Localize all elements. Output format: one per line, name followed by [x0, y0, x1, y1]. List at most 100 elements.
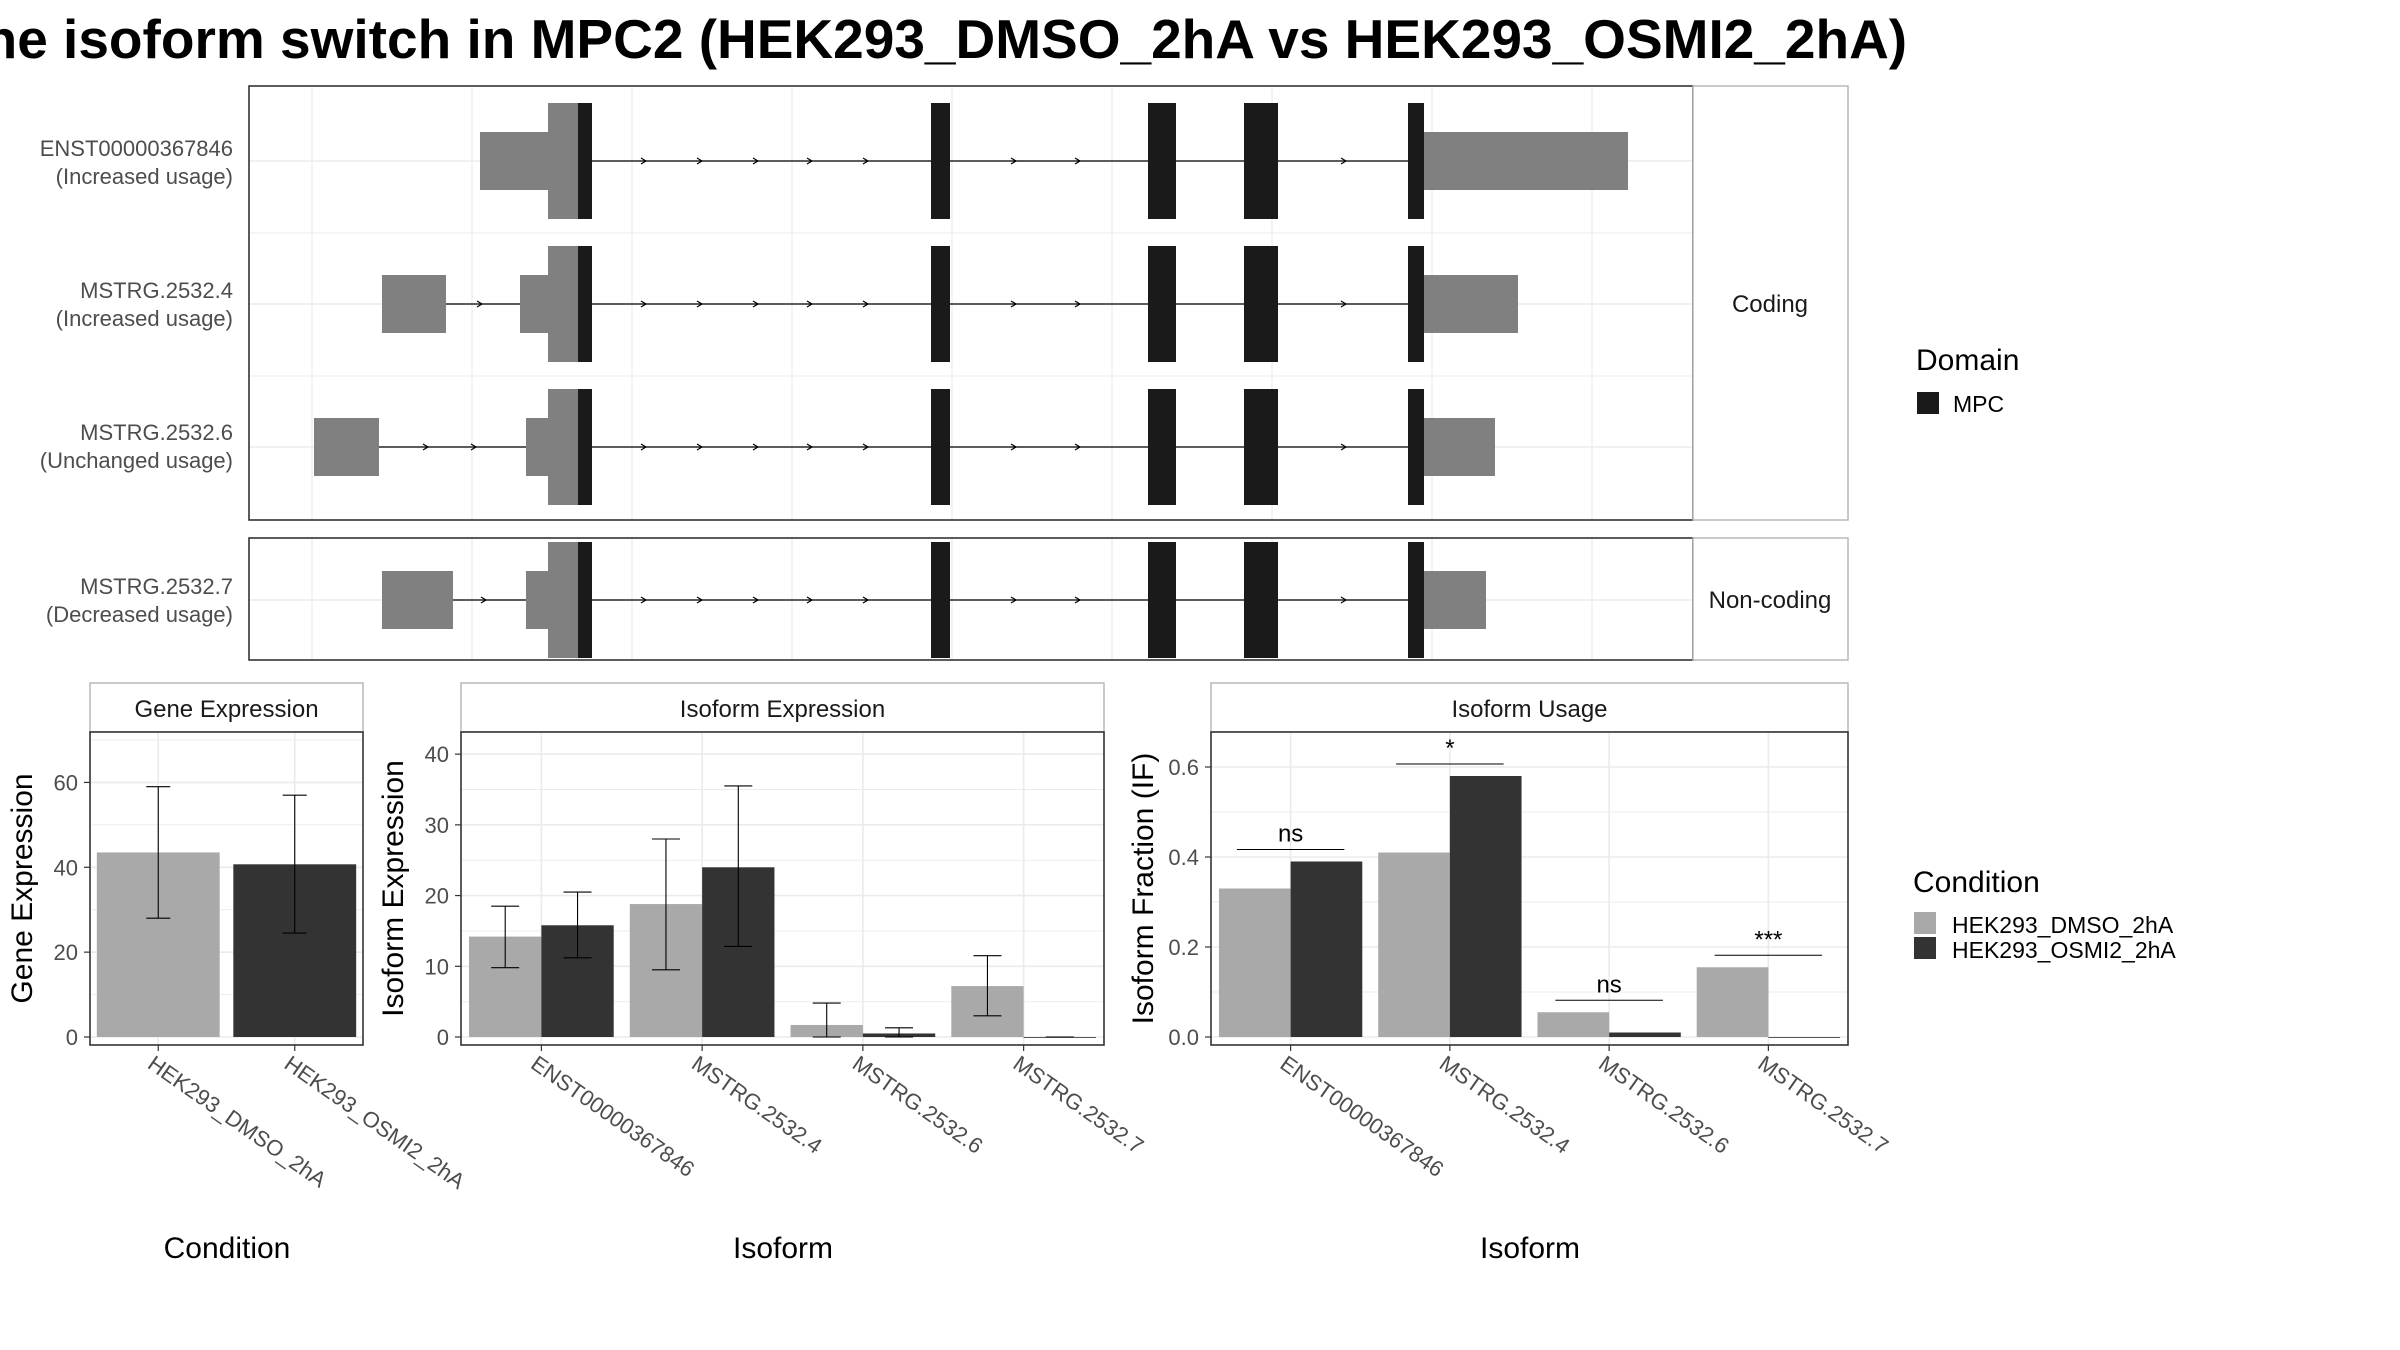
transcript-structure-plot: Coding Non-coding ENST00000367846 (Incre…	[40, 85, 1849, 661]
utr-exon	[314, 418, 379, 476]
bar	[1696, 967, 1769, 1037]
transcript-label-usage: (Increased usage)	[56, 306, 233, 331]
bar	[1537, 1012, 1610, 1037]
intron-arrow	[1340, 443, 1348, 451]
x-tick-label: MSTRG.2532.6	[1594, 1051, 1734, 1159]
y-tick-label: 0	[437, 1025, 449, 1050]
mpc-domain-exon	[1148, 542, 1176, 658]
mpc-domain-exon	[1244, 542, 1278, 658]
transcript-label-usage: (Decreased usage)	[46, 602, 233, 627]
intron-arrow	[752, 157, 760, 165]
bar	[1609, 1032, 1681, 1037]
panel-strip	[1210, 682, 1849, 733]
noncoding-strip-label: Non-coding	[1709, 587, 1832, 614]
domain-legend: Domain MPC	[1916, 344, 2019, 417]
cds-exon	[548, 103, 578, 219]
x-tick-label: ENST00000367846	[1276, 1051, 1449, 1182]
y-tick-label: 0.4	[1168, 845, 1199, 870]
condition-legend-title: Condition	[1913, 866, 2040, 899]
x-axis-title: Isoform	[733, 1232, 833, 1265]
intron-arrow	[1010, 443, 1018, 451]
intron-arrow	[640, 443, 648, 451]
significance-label: ns	[1596, 971, 1621, 998]
mpc-domain-exon	[1408, 389, 1424, 505]
mpc-domain-exon	[1408, 103, 1424, 219]
significance-label: ns	[1278, 821, 1303, 848]
figure-title: The isoform switch in MPC2 (HEK293_DMSO_…	[0, 8, 1907, 70]
bar	[1449, 776, 1522, 1037]
transcript-label-id: MSTRG.2532.6	[80, 420, 233, 445]
panel-title: Isoform Usage	[1451, 696, 1607, 723]
mpc-domain-exon	[931, 103, 950, 219]
transcript-row	[382, 542, 1486, 658]
intron-arrow	[696, 300, 704, 308]
domain-legend-key	[1917, 392, 1939, 414]
y-tick-label: 20	[54, 940, 78, 965]
bar	[1378, 852, 1450, 1037]
x-axis-title: Isoform	[1480, 1232, 1580, 1265]
panel-title: Isoform Expression	[680, 696, 885, 723]
transcript-label-id: ENST00000367846	[40, 136, 233, 161]
utr-exon	[1424, 275, 1518, 333]
condition-legend-key-dmso	[1914, 912, 1936, 934]
y-axis-title: Isoform Expression	[377, 760, 410, 1017]
coding-strip	[1692, 85, 1849, 521]
intron-arrow	[752, 443, 760, 451]
y-tick-label: 40	[425, 742, 449, 767]
mpc-domain-exon	[1148, 103, 1176, 219]
condition-legend-label-osmi: HEK293_OSMI2_2hA	[1952, 937, 2176, 963]
condition-legend: Condition HEK293_DMSO_2hA HEK293_OSMI2_2…	[1913, 866, 2176, 963]
intron-arrow	[806, 157, 814, 165]
intron-arrow	[1010, 596, 1018, 604]
chart-panel: Isoform Expression 0 10 20 30 40 ENST000003678…	[377, 682, 1149, 1265]
x-tick-label: MSTRG.2532.6	[848, 1051, 988, 1159]
transcript-label-usage: (Increased usage)	[56, 164, 233, 189]
mpc-domain-exon	[1408, 246, 1424, 362]
cds-exon	[548, 246, 578, 362]
x-tick-label: MSTRG.2532.4	[1435, 1051, 1575, 1159]
chart-panel: Isoform Usage ns * ns *** 0.0 0.2 0.4 0.6 ENST000…	[1127, 682, 1893, 1265]
panel-strip	[89, 682, 364, 733]
y-tick-label: 0.2	[1168, 935, 1199, 960]
intron-arrow	[480, 596, 488, 604]
intron-arrow	[476, 300, 484, 308]
cds-exon	[548, 389, 578, 505]
intron-arrow	[1074, 157, 1082, 165]
intron-arrow	[1010, 157, 1018, 165]
transcript-label-id: MSTRG.2532.4	[80, 278, 233, 303]
bar	[1768, 1037, 1841, 1038]
intron-arrow	[1340, 157, 1348, 165]
mpc-domain-exon	[578, 103, 592, 219]
intron-arrow	[752, 596, 760, 604]
condition-legend-key-osmi	[1914, 937, 1936, 959]
y-tick-label: 10	[425, 954, 449, 979]
coding-transcripts	[314, 103, 1628, 505]
intron-arrow	[1074, 300, 1082, 308]
panel-strip	[460, 682, 1105, 733]
intron-arrow	[1074, 596, 1082, 604]
transcript-label-id: MSTRG.2532.7	[80, 574, 233, 599]
mpc-domain-exon	[1244, 103, 1278, 219]
significance-label: ***	[1754, 926, 1782, 953]
utr-exon	[1424, 418, 1495, 476]
intron-arrow	[1340, 300, 1348, 308]
domain-legend-title: Domain	[1916, 344, 2019, 377]
transcript-row	[480, 103, 1628, 219]
utr-exon	[382, 275, 446, 333]
intron-arrow	[1010, 300, 1018, 308]
y-axis-title: Isoform Fraction (IF)	[1127, 753, 1160, 1025]
intron-arrow	[862, 157, 870, 165]
intron-arrow	[696, 596, 704, 604]
intron-arrow	[422, 443, 430, 451]
panel-title: Gene Expression	[134, 696, 318, 723]
intron-arrow	[752, 300, 760, 308]
intron-arrow	[470, 443, 478, 451]
utr-exon	[382, 571, 453, 629]
transcript-label-usage: (Unchanged usage)	[40, 448, 233, 473]
intron-arrow	[696, 157, 704, 165]
x-tick-label: MSTRG.2532.7	[1009, 1051, 1149, 1159]
y-tick-label: 60	[54, 770, 78, 795]
panel-border	[1210, 731, 1849, 1046]
